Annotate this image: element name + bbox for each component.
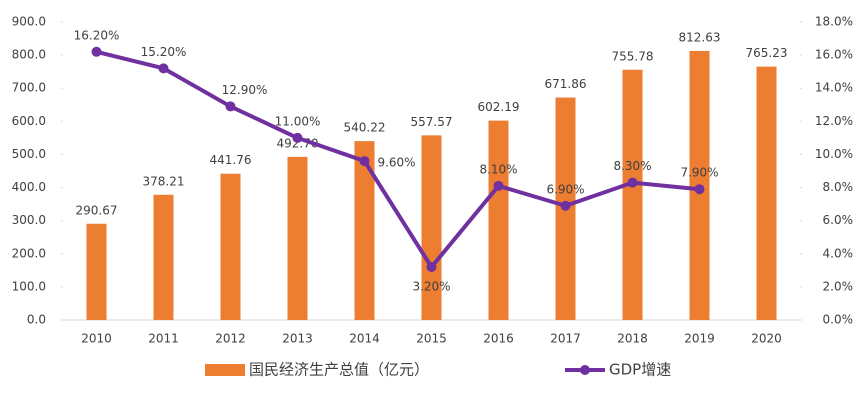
y-tick-label: 500.0: [12, 147, 46, 161]
y-tick-label: 900.0: [12, 15, 46, 29]
y2-tick-label: 4.0%: [823, 246, 854, 260]
line-label: 12.90%: [222, 83, 268, 97]
bar: [756, 66, 777, 321]
x-tick-label: 2011: [148, 332, 179, 346]
line-label: 16.20%: [74, 28, 120, 42]
x-tick-label: 2010: [81, 332, 112, 346]
line-label: 6.90%: [546, 182, 584, 196]
x-tick-label: 2015: [416, 332, 447, 346]
bar-label: 441.76: [210, 153, 252, 167]
x-tick-label: 2017: [550, 332, 581, 346]
bar: [287, 156, 308, 320]
legend-marker: [580, 365, 590, 375]
line: [96, 49, 700, 270]
y2-tick-label: 14.0%: [815, 81, 853, 95]
bar: [622, 69, 643, 321]
bar-label: 602.19: [478, 100, 520, 114]
y-tick-label: 200.0: [12, 246, 46, 260]
line-label: 8.30%: [613, 159, 651, 173]
line-label: 9.60%: [377, 156, 415, 170]
line-label: 15.20%: [141, 45, 187, 59]
y-tick-label: 100.0: [12, 279, 46, 293]
bar-label: 765.23: [746, 46, 788, 60]
y-tick-label: 600.0: [12, 114, 46, 128]
bar-label: 540.22: [344, 121, 386, 135]
bar-label: 290.67: [76, 203, 118, 217]
y-tick-label: 0.0: [27, 313, 46, 327]
line-point: [158, 63, 169, 74]
bar: [86, 223, 107, 320]
x-tick-label: 2018: [617, 332, 648, 346]
bar-label: 378.21: [143, 174, 185, 188]
line-point: [493, 180, 504, 191]
line-label: 8.10%: [479, 162, 517, 176]
x-tick-label: 2014: [349, 332, 380, 346]
y2-tick-label: 0.0%: [823, 313, 854, 327]
y2-tick-label: 6.0%: [823, 213, 854, 227]
bar: [488, 120, 509, 320]
line-point: [91, 46, 102, 57]
bar-label: 755.78: [612, 49, 654, 63]
y2-tick-label: 18.0%: [815, 15, 853, 29]
x-tick-label: 2020: [751, 332, 782, 346]
bar-label: 671.86: [545, 77, 587, 91]
bar: [421, 135, 442, 320]
y2-tick-label: 16.0%: [815, 48, 853, 62]
legend-label: 国民经济生产总值（亿元）: [249, 361, 429, 379]
x-tick-label: 2016: [483, 332, 514, 346]
y-tick-label: 400.0: [12, 180, 46, 194]
y2-tick-label: 2.0%: [823, 279, 854, 293]
x-tick-label: 2012: [215, 332, 246, 346]
bar-label: 557.57: [411, 115, 453, 129]
y2-tick-label: 10.0%: [815, 147, 853, 161]
y2-tick-label: 8.0%: [823, 180, 854, 194]
line-label: 3.20%: [412, 280, 450, 294]
y-tick-label: 300.0: [12, 213, 46, 227]
line-point: [359, 156, 370, 167]
bar: [354, 141, 375, 320]
y-tick-label: 800.0: [12, 48, 46, 62]
y-tick-label: 700.0: [12, 81, 46, 95]
line-point: [292, 132, 303, 143]
legend-label: GDP增速: [609, 361, 671, 379]
line-point: [426, 262, 437, 273]
bar-label: 812.63: [679, 30, 721, 44]
x-tick-label: 2019: [684, 332, 715, 346]
y2-tick-label: 12.0%: [815, 114, 853, 128]
line-point: [225, 101, 236, 112]
bar: [153, 194, 174, 320]
line-label: 11.00%: [275, 114, 321, 128]
x-tick-label: 2013: [282, 332, 313, 346]
bar: [220, 173, 241, 320]
legend-swatch: [205, 364, 245, 376]
line-point: [627, 177, 638, 188]
line-label: 7.90%: [680, 166, 718, 180]
line-point: [694, 184, 705, 195]
line-point: [560, 200, 571, 211]
